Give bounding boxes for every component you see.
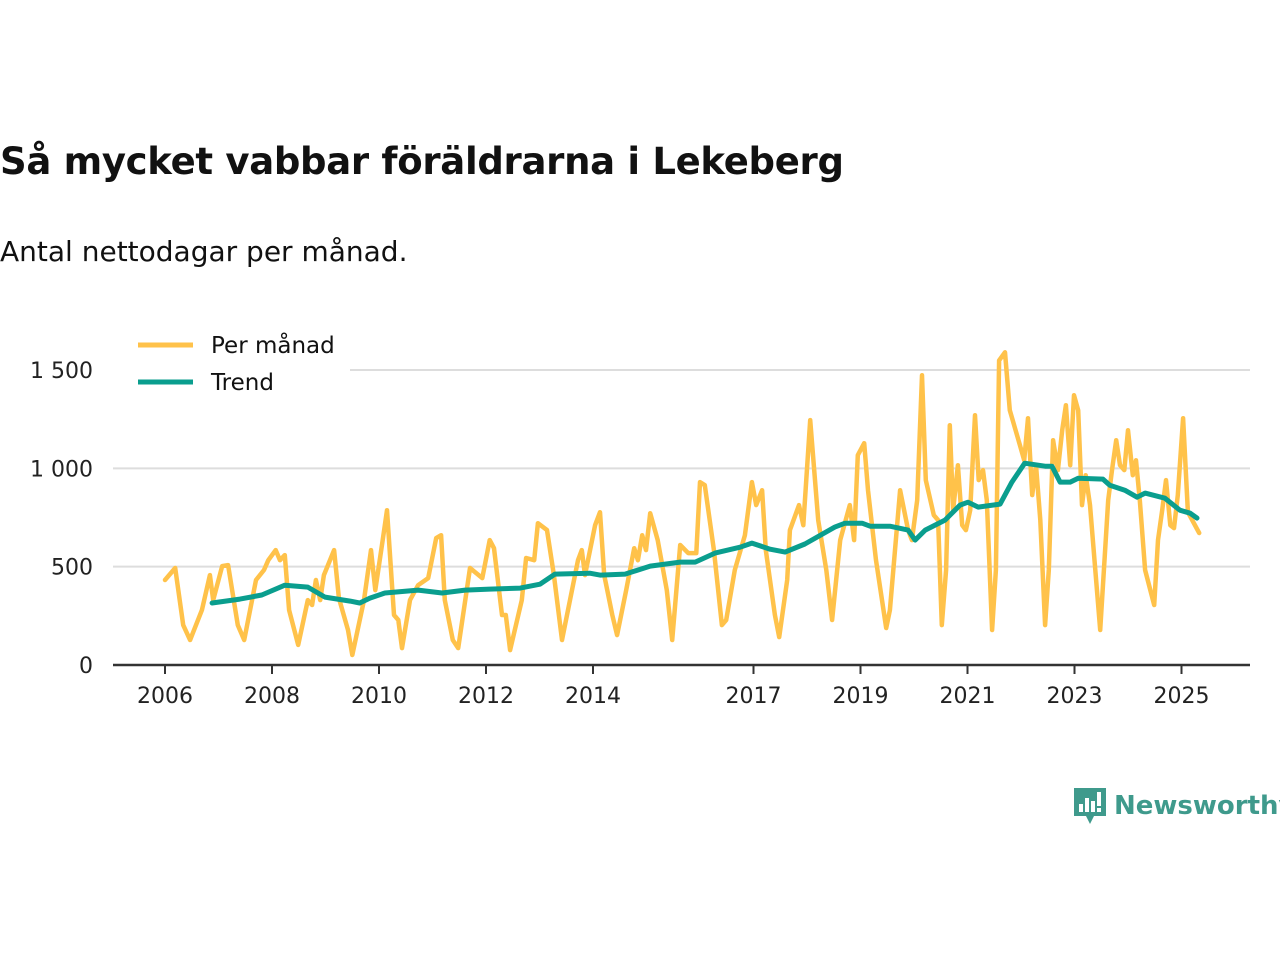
x-tick-label: 2010: [351, 684, 407, 709]
x-tick-label: 2025: [1154, 684, 1210, 709]
x-tick-label: 2021: [940, 684, 996, 709]
x-tick-label: 2012: [458, 684, 514, 709]
y-tick-label: 1 500: [30, 359, 93, 384]
x-axis: 2006 2008 2010 2012 2014 2017 2019 2021 2023 2025: [113, 663, 1250, 709]
newsworthy-logo: Newsworthy: [1072, 786, 1280, 826]
y-axis-ticks: 0 500 1 000 1 500: [30, 359, 93, 679]
y-tick-label: 1 000: [30, 457, 93, 482]
monthly-line: [162, 350, 1202, 658]
y-tick-label: 0: [79, 654, 93, 679]
x-tick-label: 2023: [1047, 684, 1103, 709]
series-lines: [162, 350, 1202, 658]
x-tick-label: 2008: [244, 684, 300, 709]
legend-label-per-manad: Per månad: [211, 331, 335, 359]
trend-line: [209, 460, 1200, 606]
legend: Per månad Trend: [113, 325, 350, 397]
chart-title: Så mycket vabbar föräldrarna i Lekeberg: [0, 140, 844, 183]
chart-subtitle: Antal nettodagar per månad.: [0, 235, 408, 268]
legend-background: [113, 325, 350, 397]
newsworthy-logo-icon: [1074, 788, 1106, 824]
newsworthy-logo-text: Newsworthy: [1114, 791, 1280, 821]
y-tick-label: 500: [51, 556, 93, 581]
x-tick-label: 2019: [833, 684, 889, 709]
x-tick-label: 2017: [726, 684, 782, 709]
legend-label-trend: Trend: [210, 370, 274, 396]
x-tick-label: 2014: [565, 684, 621, 709]
x-tick-label: 2006: [137, 684, 193, 709]
